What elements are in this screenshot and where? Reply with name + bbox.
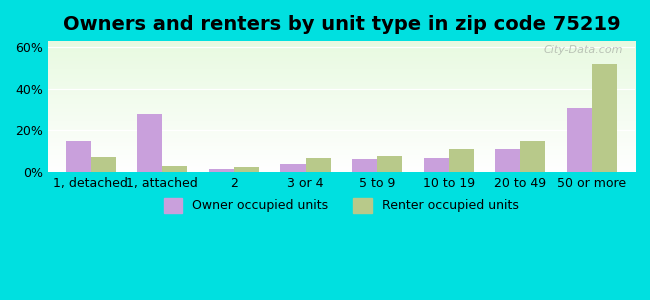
Title: Owners and renters by unit type in zip code 75219: Owners and renters by unit type in zip c…	[62, 15, 620, 34]
Bar	[521, 141, 545, 172]
Bar	[567, 107, 592, 172]
Bar	[424, 158, 448, 172]
Bar	[162, 166, 187, 172]
Bar	[91, 157, 116, 172]
Bar	[281, 164, 306, 172]
Bar	[592, 64, 617, 172]
Bar	[306, 158, 331, 172]
Text: City-Data.com: City-Data.com	[544, 45, 623, 55]
Bar	[377, 156, 402, 172]
Bar	[209, 169, 234, 172]
Legend: Owner occupied units, Renter occupied units: Owner occupied units, Renter occupied un…	[159, 193, 524, 218]
Bar	[495, 149, 521, 172]
Bar	[352, 159, 377, 172]
Bar	[66, 141, 91, 172]
Bar	[448, 149, 474, 172]
Bar	[234, 167, 259, 172]
Bar	[137, 114, 162, 172]
